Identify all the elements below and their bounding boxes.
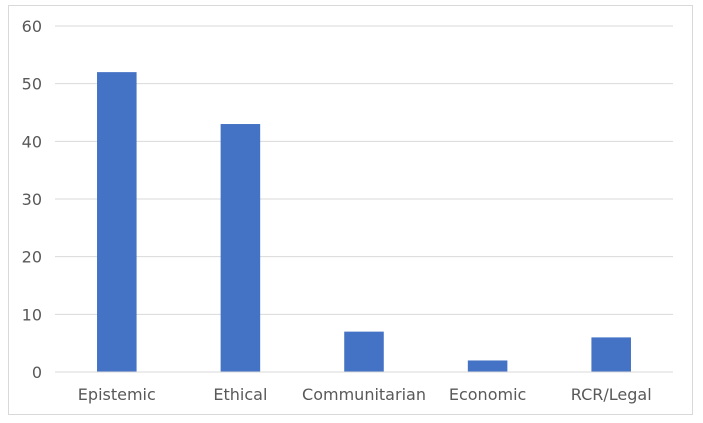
x-axis-tick-labels: Epistemic Ethical Communitarian Economic RCR… xyxy=(78,385,652,404)
x-tick-label: Epistemic xyxy=(78,385,156,404)
bar-economic xyxy=(467,360,508,372)
y-tick-label: 0 xyxy=(32,363,42,382)
x-tick-label: RCR/Legal xyxy=(571,385,652,404)
y-tick-label: 20 xyxy=(22,248,42,267)
x-tick-label: Communitarian xyxy=(302,385,426,404)
bar-rcr-legal xyxy=(591,337,631,372)
y-tick-label: 50 xyxy=(22,75,42,94)
y-tick-label: 10 xyxy=(22,305,42,324)
x-tick-label: Economic xyxy=(449,385,526,404)
y-tick-label: 30 xyxy=(22,190,42,209)
y-axis-tick-labels: 0 10 20 30 40 50 60 xyxy=(22,17,42,382)
y-tick-label: 40 xyxy=(22,132,42,151)
bar-ethical xyxy=(220,124,261,373)
bars xyxy=(97,72,631,373)
x-tick-label: Ethical xyxy=(213,385,267,404)
bar-epistemic xyxy=(97,72,137,372)
y-tick-label: 60 xyxy=(22,17,42,36)
gridlines xyxy=(55,25,673,315)
bar-communitarian xyxy=(344,331,384,372)
